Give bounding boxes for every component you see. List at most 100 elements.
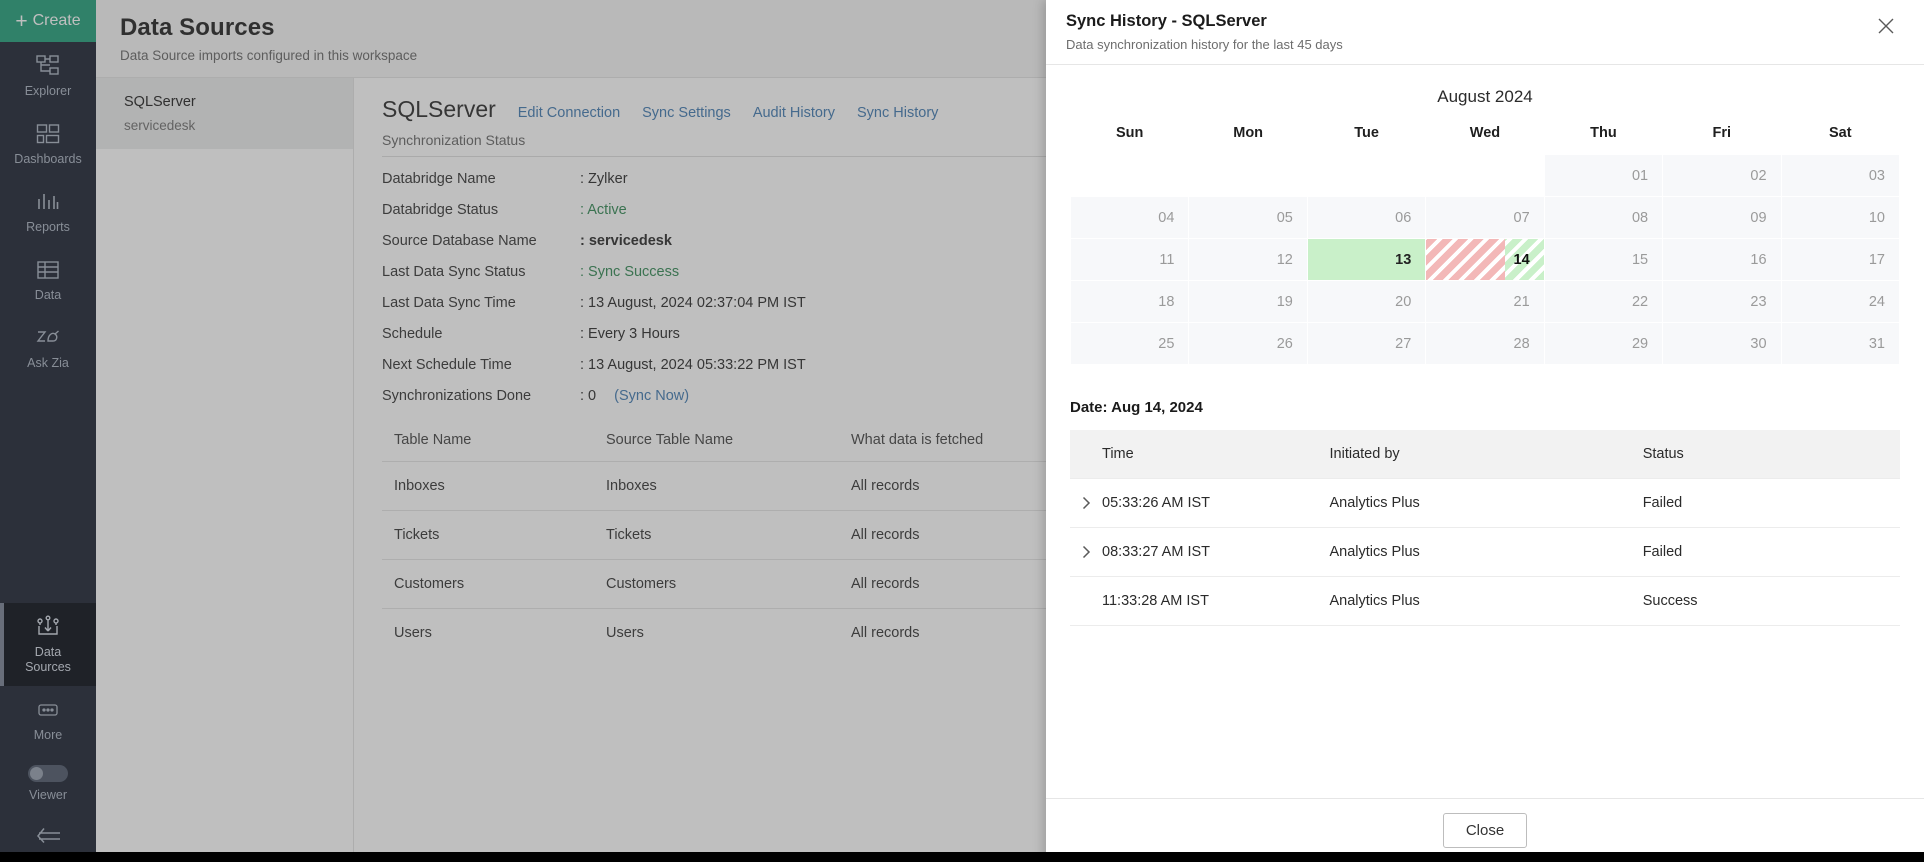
sidebar-item-data-sources[interactable]: Data Sources — [0, 603, 96, 686]
calendar-day-20[interactable]: 20 — [1306, 280, 1427, 323]
cell-initiated-by: Analytics Plus — [1329, 576, 1643, 626]
sidebar-item-more[interactable]: More — [0, 686, 96, 754]
link-edit-connection[interactable]: Edit Connection — [517, 105, 621, 121]
sync-status-section-label: Synchronization Status — [382, 132, 526, 148]
column-header-table-name: Table Name — [394, 432, 472, 448]
detail-key: Last Data Sync Status — [382, 264, 526, 280]
ask-zia-icon — [35, 325, 61, 351]
detail-value: : 0 (Sync Now) — [580, 388, 689, 404]
sync-history-calendar: Sun Mon Tue Wed Thu Fri Sat 01 02 03 04 05 06… — [1069, 125, 1901, 365]
sidebar-item-viewer[interactable]: Viewer — [0, 754, 96, 814]
calendar-day-16[interactable]: 16 — [1662, 238, 1782, 281]
datasource-name: SQLServer — [124, 94, 196, 110]
calendar-day-10[interactable]: 10 — [1780, 196, 1901, 239]
datasource-list-item[interactable]: SQLServer servicedesk — [96, 78, 353, 149]
datasource-detail: SQLServer Edit Connection Sync Settings … — [354, 78, 1924, 862]
column-header-source-table-name: Source Table Name — [606, 432, 734, 448]
calendar-day-26[interactable]: 26 — [1188, 322, 1308, 365]
calendar-day-23[interactable]: 23 — [1662, 280, 1782, 323]
plus-icon: + — [15, 9, 28, 33]
modal-header-text: Sync History - SQLServer Data synchroniz… — [1066, 12, 1343, 52]
detail-key: Databridge Name — [382, 171, 496, 187]
calendar-day-31[interactable]: 31 — [1780, 322, 1901, 365]
cell-source-table-name: Users — [606, 625, 644, 641]
sync-log-header-row: Time Initiated by Status — [1070, 430, 1900, 479]
sidebar-item-reports[interactable]: Reports — [0, 178, 96, 246]
detail-properties: Databridge Name : Zylker Databridge Stat… — [382, 156, 1072, 404]
sidebar-item-label: Dashboards — [14, 152, 82, 166]
calendar-week-row: 18 19 20 21 22 23 24 — [1069, 280, 1901, 323]
weekday-thu: Thu — [1590, 125, 1617, 141]
calendar-cell-empty — [1188, 154, 1308, 197]
modal-title: Sync History - SQLServer — [1066, 12, 1267, 30]
cell-source-table-name: Customers — [606, 576, 677, 592]
cell-table-name: Users — [394, 625, 432, 641]
calendar-day-08[interactable]: 08 — [1543, 196, 1664, 239]
calendar-day-13-all-success[interactable]: 13 — [1306, 238, 1427, 281]
calendar-day-28[interactable]: 28 — [1425, 322, 1545, 365]
calendar-day-12[interactable]: 12 — [1188, 238, 1308, 281]
close-button[interactable]: Close — [1442, 813, 1528, 848]
detail-row: Synchronizations Done : 0 (Sync Now) — [382, 388, 1072, 404]
detail-key: Last Data Sync Time — [382, 295, 516, 311]
calendar-day-06[interactable]: 06 — [1306, 196, 1427, 239]
calendar-day-14-mixed[interactable]: 14 — [1425, 238, 1545, 281]
reports-icon — [36, 189, 60, 215]
calendar-day-09[interactable]: 09 — [1662, 196, 1782, 239]
sidebar-item-dashboards[interactable]: Dashboards — [0, 110, 96, 178]
sidebar-item-data[interactable]: Data — [0, 246, 96, 314]
calendar-week-row: 01 02 03 — [1069, 154, 1901, 197]
sidebar-item-label: Viewer — [29, 788, 67, 802]
cell-initiated-by: Analytics Plus — [1329, 478, 1643, 528]
link-sync-settings[interactable]: Sync Settings — [642, 105, 731, 121]
calendar-day-17[interactable]: 17 — [1780, 238, 1901, 281]
cell-time-text: 11:33:28 AM IST — [1102, 593, 1209, 609]
column-header-status: Status — [1642, 430, 1900, 479]
link-audit-history[interactable]: Audit History — [752, 105, 836, 121]
viewer-toggle[interactable] — [28, 765, 68, 782]
detail-key: Databridge Status — [382, 202, 499, 218]
calendar-day-27[interactable]: 27 — [1306, 322, 1427, 365]
cell-what-data: All records — [851, 527, 920, 543]
column-header-what-data: What data is fetched — [851, 432, 984, 448]
detail-row: Schedule : Every 3 Hours — [382, 326, 1072, 342]
collapse-sidebar-button[interactable] — [0, 814, 96, 862]
calendar-day-22[interactable]: 22 — [1543, 280, 1664, 323]
close-icon[interactable] — [1872, 12, 1900, 40]
cell-table-name: Customers — [394, 576, 465, 592]
calendar-month-label: August 2024 — [1437, 87, 1533, 106]
cell-status: Failed — [1642, 478, 1900, 528]
page-title: Data Sources — [120, 14, 275, 41]
sync-now-link[interactable]: (Sync Now) — [614, 388, 690, 404]
calendar-day-30[interactable]: 30 — [1662, 322, 1782, 365]
calendar-day-18[interactable]: 18 — [1069, 280, 1190, 323]
calendar-day-15[interactable]: 15 — [1543, 238, 1664, 281]
calendar-body: 01 02 03 04 05 06 07 08 09 10 11 12 13 14 15 16 17 18 19 20… — [1069, 154, 1901, 365]
selected-date-label: Date: Aug 14, 2024 — [1070, 399, 1203, 416]
calendar-day-05[interactable]: 05 — [1188, 196, 1308, 239]
chevron-right-icon[interactable] — [1078, 544, 1094, 560]
calendar-day-04[interactable]: 04 — [1069, 196, 1190, 239]
link-sync-history[interactable]: Sync History — [857, 105, 939, 121]
sidebar-item-explorer[interactable]: Explorer — [0, 42, 96, 110]
calendar-day-03[interactable]: 03 — [1780, 154, 1901, 197]
calendar-day-07[interactable]: 07 — [1425, 196, 1545, 239]
create-button[interactable]: + Create — [0, 0, 96, 42]
calendar-day-29[interactable]: 29 — [1543, 322, 1664, 365]
calendar-day-02[interactable]: 02 — [1662, 154, 1782, 197]
calendar-day-01[interactable]: 01 — [1543, 154, 1664, 197]
cell-time: 08:33:27 AM IST — [1070, 527, 1330, 577]
weekday-wed: Wed — [1469, 125, 1501, 141]
sidebar-item-label: More — [33, 728, 63, 742]
cell-status: Success — [1642, 576, 1900, 626]
detail-value-text: : 0 — [580, 388, 597, 404]
calendar-day-25[interactable]: 25 — [1069, 322, 1190, 365]
chevron-right-icon[interactable] — [1078, 495, 1094, 511]
calendar-day-24[interactable]: 24 — [1780, 280, 1901, 323]
calendar-day-21[interactable]: 21 — [1425, 280, 1545, 323]
calendar-day-19[interactable]: 19 — [1188, 280, 1308, 323]
calendar-day-11[interactable]: 11 — [1069, 238, 1190, 281]
collapse-left-icon — [33, 827, 63, 850]
calendar-weekday-row: Sun Mon Tue Wed Thu Fri Sat — [1071, 125, 1900, 155]
sidebar-item-ask-zia[interactable]: Ask Zia — [0, 314, 96, 382]
